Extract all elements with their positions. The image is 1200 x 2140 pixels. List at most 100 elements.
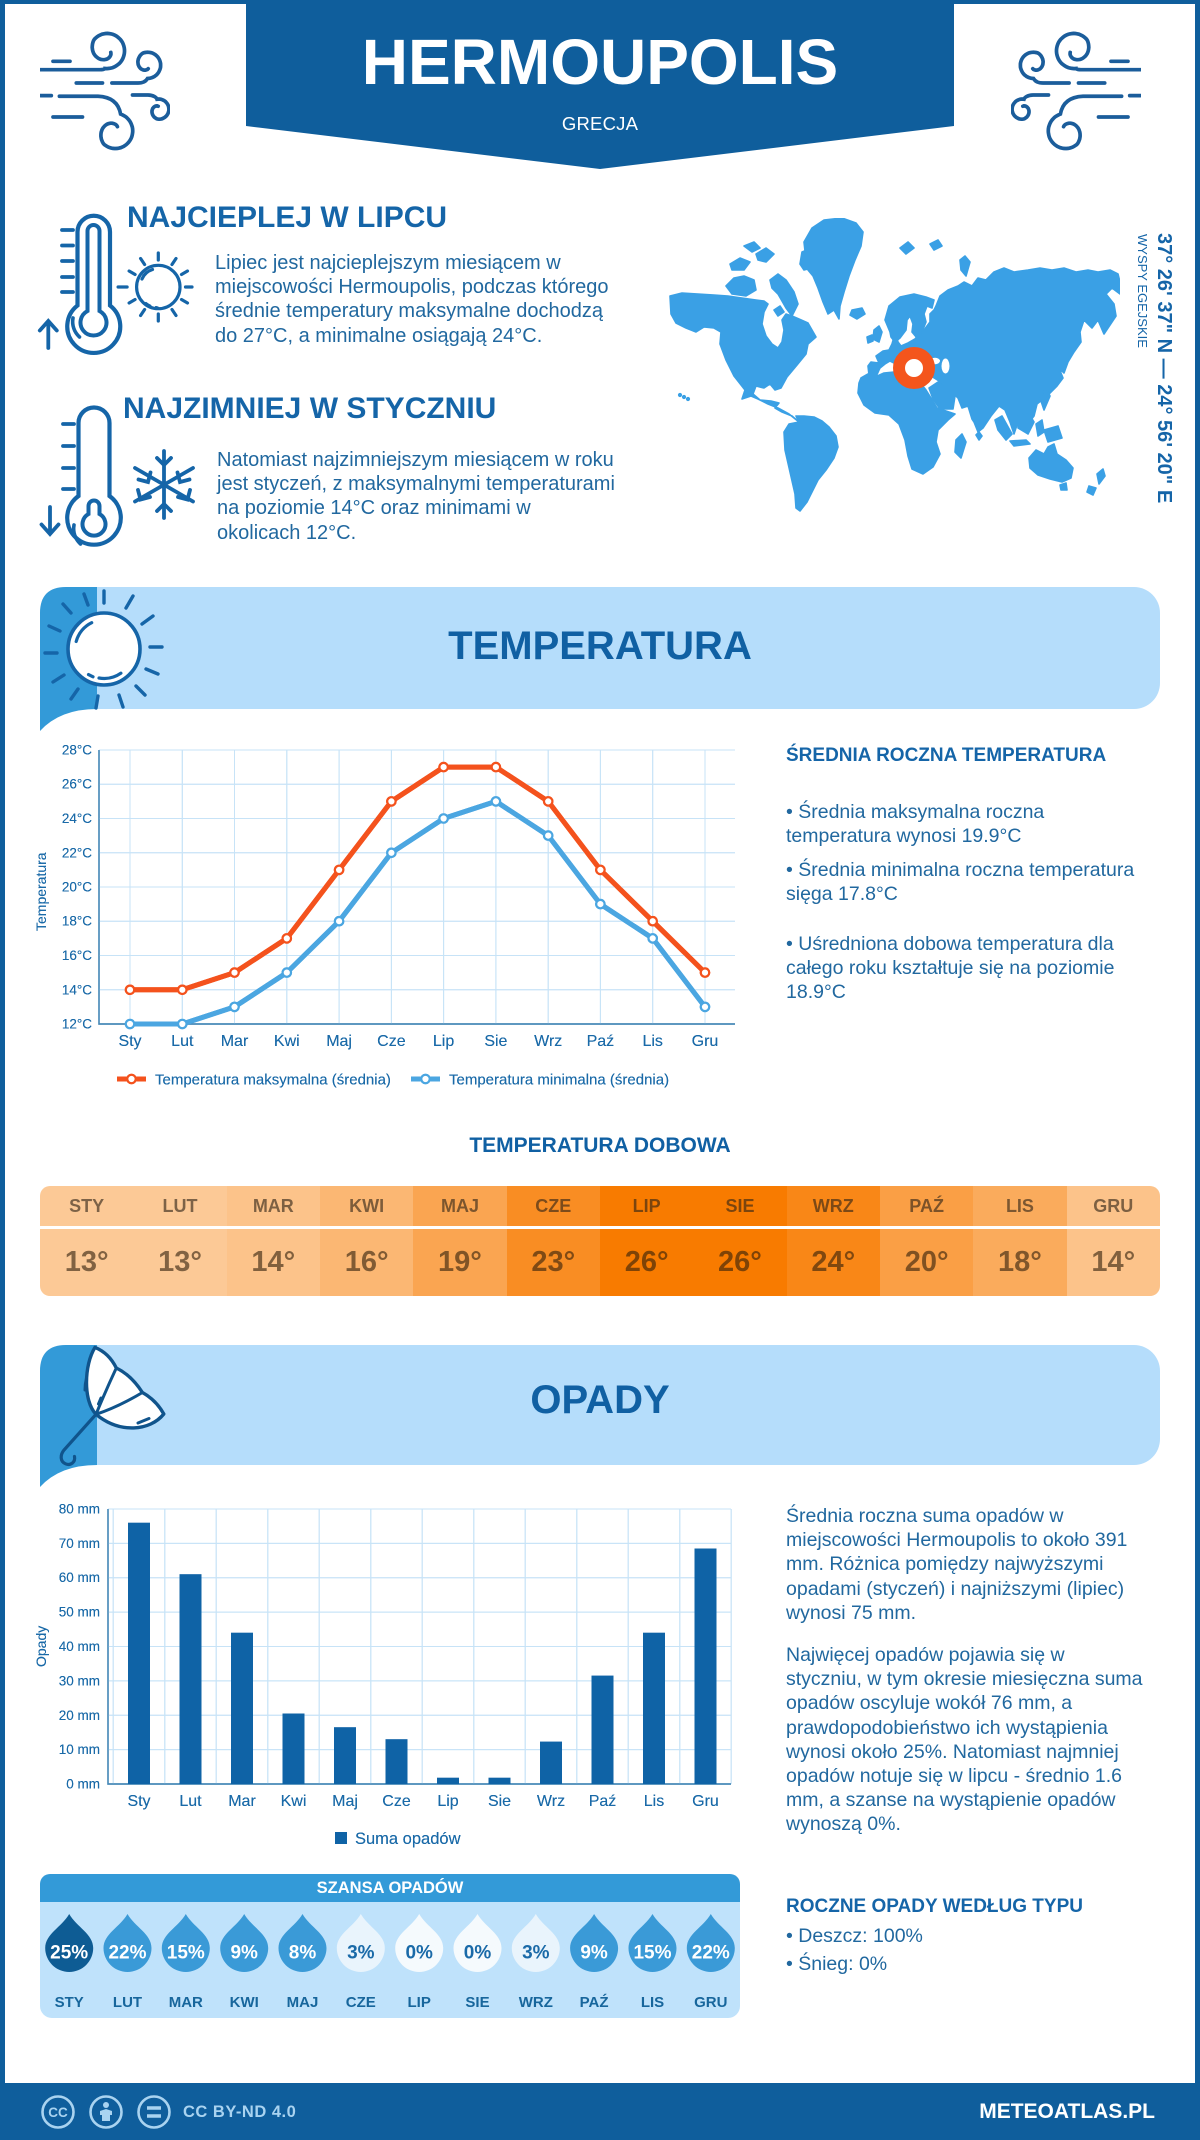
svg-text:Lis: Lis [644,1793,664,1810]
svg-text:70 mm: 70 mm [59,1536,100,1551]
svg-text:Sie: Sie [484,1033,507,1050]
svg-text:Wrz: Wrz [534,1033,562,1050]
svg-text:WRZ: WRZ [519,1994,553,2011]
svg-text:Lis: Lis [642,1033,662,1050]
svg-text:Lip: Lip [437,1793,458,1810]
svg-text:Mar: Mar [228,1793,256,1810]
svg-text:Gru: Gru [692,1033,719,1050]
svg-text:40 mm: 40 mm [59,1639,100,1654]
svg-text:Mar: Mar [228,1793,256,1810]
svg-text:Opady: Opady [33,1626,49,1667]
svg-text:Paź: Paź [589,1793,617,1810]
svg-text:LIP: LIP [408,1994,431,2011]
svg-text:14°C: 14°C [62,982,92,997]
svg-text:9%: 9% [580,1943,608,1964]
svg-text:30 mm: 30 mm [59,1673,100,1688]
svg-text:Lut: Lut [179,1793,202,1810]
svg-text:STY: STY [55,1994,84,2011]
svg-text:Temperatura: Temperatura [33,852,49,931]
svg-text:3%: 3% [522,1943,550,1964]
svg-text:0%: 0% [405,1943,433,1964]
svg-text:Kwi: Kwi [274,1033,300,1050]
svg-text:0 mm: 0 mm [66,1777,100,1792]
svg-text:Wrz: Wrz [537,1793,565,1810]
svg-text:Temperatura minimalna (średnia: Temperatura minimalna (średnia) [449,1072,669,1089]
svg-text:Temperatura minimalna (średnia: Temperatura minimalna (średnia) [449,1072,669,1089]
svg-text:Mar: Mar [221,1033,249,1050]
svg-text:22%: 22% [692,1943,730,1964]
svg-text:Mar: Mar [221,1033,249,1050]
svg-text:20 mm: 20 mm [59,1708,100,1723]
svg-text:18°C: 18°C [62,914,92,929]
svg-text:30 mm: 30 mm [59,1673,100,1688]
svg-text:Cze: Cze [377,1033,406,1050]
svg-text:20 mm: 20 mm [59,1708,100,1723]
svg-text:Kwi: Kwi [274,1033,300,1050]
svg-text:60 mm: 60 mm [59,1570,100,1585]
svg-text:Lip: Lip [433,1033,454,1050]
svg-text:Lut: Lut [179,1793,202,1810]
svg-text:Temperatura maksymalna (średni: Temperatura maksymalna (średnia) [155,1072,391,1089]
svg-text:22%: 22% [108,1943,146,1964]
svg-text:PAŹ: PAŹ [580,1994,609,2011]
svg-text:CC: CC [48,2105,68,2120]
svg-text:Cze: Cze [382,1793,411,1810]
svg-text:Gru: Gru [692,1033,719,1050]
svg-text:50 mm: 50 mm [59,1605,100,1620]
svg-text:40 mm: 40 mm [59,1639,100,1654]
svg-text:80 mm: 80 mm [59,1502,100,1517]
svg-text:28°C: 28°C [62,743,92,758]
svg-text:12°C: 12°C [62,1017,92,1032]
svg-text:Paź: Paź [589,1793,617,1810]
svg-text:26°C: 26°C [62,777,92,792]
svg-text:GRU: GRU [694,1994,727,2011]
svg-text:MAR: MAR [169,1994,203,2011]
svg-text:Suma opadów: Suma opadów [355,1830,461,1848]
svg-text:9%: 9% [230,1943,258,1964]
svg-text:Paź: Paź [587,1033,615,1050]
svg-text:22°C: 22°C [62,845,92,860]
svg-text:16°C: 16°C [62,948,92,963]
svg-text:50 mm: 50 mm [59,1605,100,1620]
svg-text:10 mm: 10 mm [59,1742,100,1757]
svg-text:16°C: 16°C [62,948,92,963]
svg-text:Sie: Sie [488,1793,511,1810]
svg-text:0 mm: 0 mm [66,1777,100,1792]
svg-text:Maj: Maj [332,1793,358,1810]
svg-text:Lut: Lut [171,1033,194,1050]
svg-text:25%: 25% [50,1943,88,1964]
svg-text:24°C: 24°C [62,811,92,826]
svg-text:Kwi: Kwi [281,1793,307,1810]
svg-text:Cze: Cze [382,1793,411,1810]
svg-text:Temperatura maksymalna (średni: Temperatura maksymalna (średnia) [155,1072,391,1089]
svg-text:28°C: 28°C [62,743,92,758]
svg-text:Maj: Maj [332,1793,358,1810]
svg-text:Temperatura: Temperatura [33,852,49,931]
svg-text:Cze: Cze [377,1033,406,1050]
svg-text:Gru: Gru [692,1793,719,1810]
svg-text:LIS: LIS [641,1994,664,2011]
svg-text:22°C: 22°C [62,845,92,860]
svg-text:24°C: 24°C [62,811,92,826]
svg-text:Gru: Gru [692,1793,719,1810]
svg-text:Lut: Lut [171,1033,194,1050]
svg-text:8%: 8% [289,1943,317,1964]
svg-text:15%: 15% [633,1943,671,1964]
svg-text:Lip: Lip [433,1033,454,1050]
svg-text:SIE: SIE [465,1994,489,2011]
svg-text:15%: 15% [167,1943,205,1964]
svg-text:Maj: Maj [326,1033,352,1050]
svg-text:Sie: Sie [488,1793,511,1810]
svg-text:Lis: Lis [644,1793,664,1810]
svg-text:Wrz: Wrz [537,1793,565,1810]
svg-text:LUT: LUT [113,1994,142,2011]
svg-text:0%: 0% [464,1943,492,1964]
svg-text:3%: 3% [347,1943,375,1964]
svg-text:Lip: Lip [437,1793,458,1810]
svg-text:10 mm: 10 mm [59,1742,100,1757]
svg-text:12°C: 12°C [62,1017,92,1032]
svg-text:Paź: Paź [587,1033,615,1050]
svg-text:18°C: 18°C [62,914,92,929]
svg-text:Sie: Sie [484,1033,507,1050]
svg-text:Sty: Sty [118,1033,141,1050]
